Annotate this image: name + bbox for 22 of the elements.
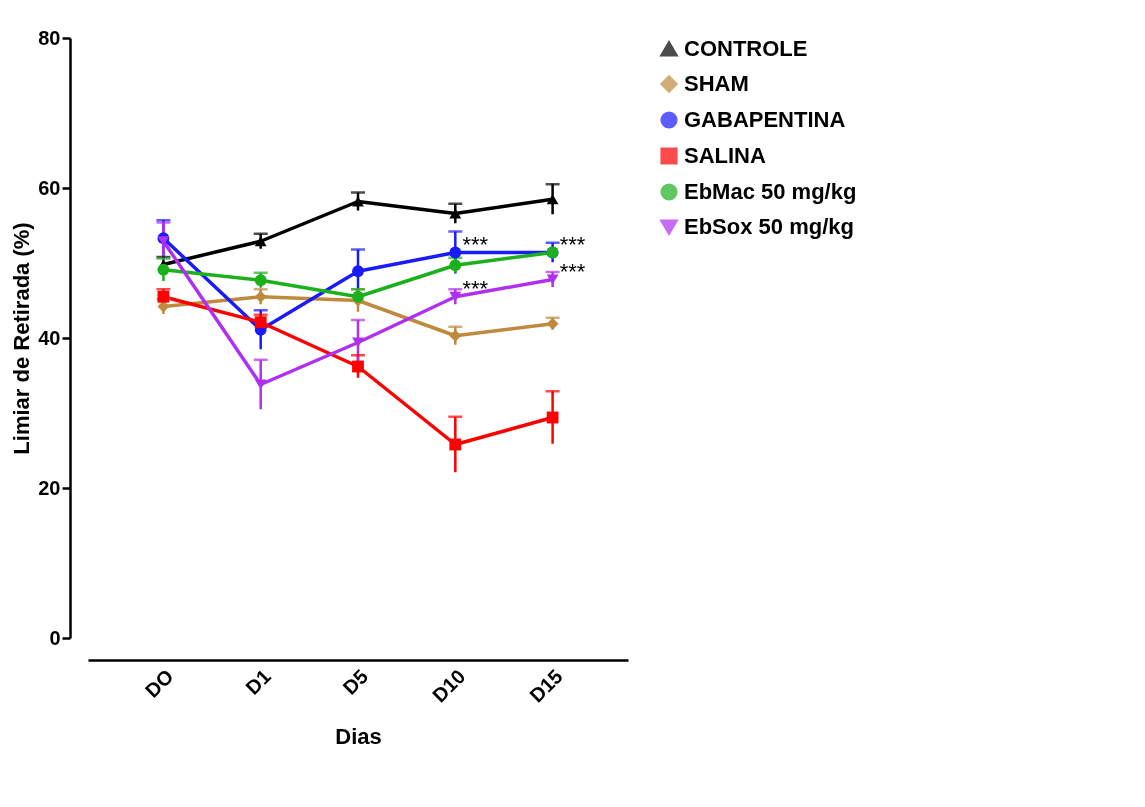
annotation: *** <box>462 231 489 257</box>
y-axis-title: Limiar de Retirada (%) <box>9 222 35 455</box>
y-tick-label: 40 <box>38 326 61 349</box>
x-tick-label: DO <box>140 665 178 702</box>
y-tick-label: 60 <box>38 176 61 199</box>
legend-label: GABAPENTINA <box>684 107 846 132</box>
annotation: *** <box>462 275 489 301</box>
y-tick-label: 20 <box>38 476 61 499</box>
x-tick-label: D10 <box>427 665 470 707</box>
annotation: *** <box>559 258 586 284</box>
annotation: *** <box>559 231 586 257</box>
x-tick-label: D15 <box>525 665 567 707</box>
legend-label: EbSox 50 mg/kg <box>684 214 854 239</box>
x-tick-label: D1 <box>241 665 275 699</box>
x-tick-label: D5 <box>338 665 373 699</box>
y-tick-label: 0 <box>49 626 61 649</box>
legend-label: SALINA <box>684 143 766 168</box>
y-tick-label: 80 <box>38 26 61 49</box>
x-axis-title: Dias <box>335 723 382 749</box>
legend-label: SHAM <box>684 71 749 96</box>
legend-label: CONTROLE <box>684 36 808 61</box>
legend-label: EbMac 50 mg/kg <box>684 179 857 204</box>
